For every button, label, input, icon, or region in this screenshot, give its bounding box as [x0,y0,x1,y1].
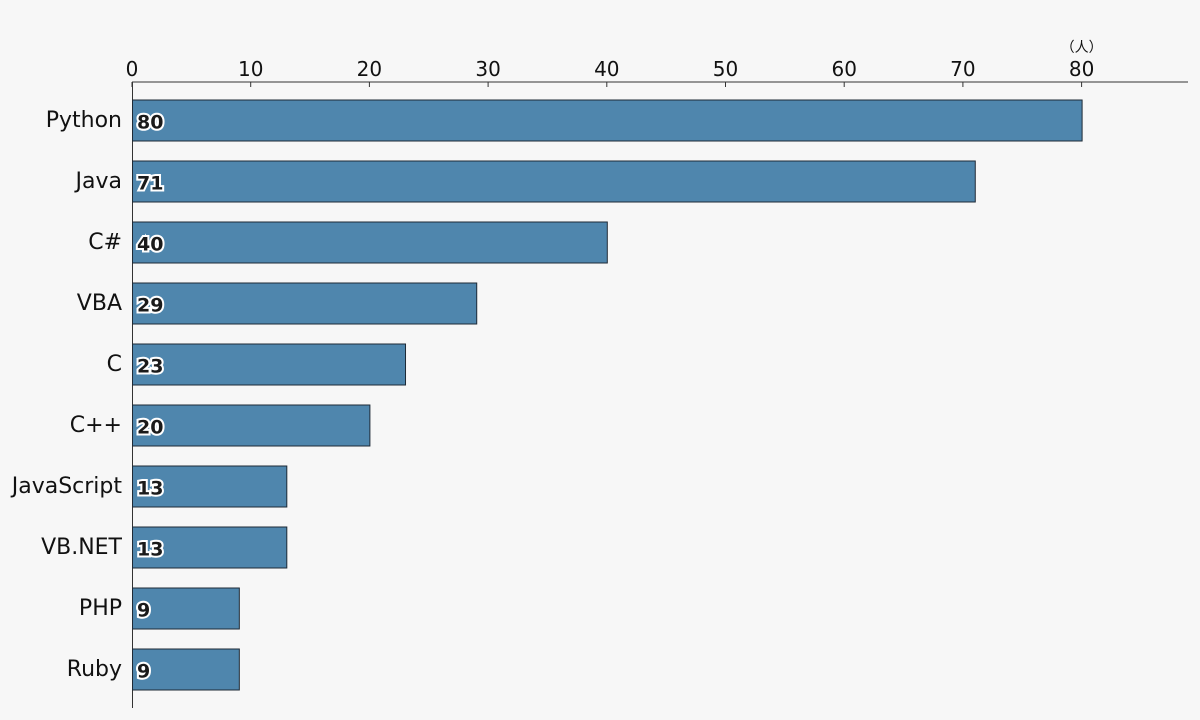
bar [132,404,371,447]
category-label: Ruby [67,657,122,682]
bar-value-label: 71 [137,173,163,195]
bar-value-label: 20 [137,417,163,439]
bar-value-label: 29 [137,295,163,317]
x-tick-label: 10 [238,57,263,81]
category-label: C++ [70,413,122,438]
bar [132,587,240,630]
bar-value-label: 9 [137,661,150,683]
category-label: VBA [77,291,122,316]
x-tick-label: 20 [357,57,382,81]
bar-value-label: 23 [137,356,163,378]
bar [132,99,1083,142]
bar-value-label: 13 [137,539,163,561]
category-label: VB.NET [41,535,122,560]
x-tick-label: 50 [713,57,738,81]
category-label: C [107,352,122,377]
bar-value-label: 13 [137,478,163,500]
x-axis-unit-label: （人） [1061,40,1103,56]
category-label: Python [46,108,122,133]
category-label: C# [88,230,122,255]
category-label: Java [74,169,122,194]
x-tick-label: 80 [1069,57,1094,81]
bar [132,221,608,264]
x-tick-label: 0 [126,57,139,81]
bar-value-label: 9 [137,600,150,622]
x-tick-label: 70 [950,57,975,81]
bar [132,160,976,203]
x-tick-label: 60 [831,57,856,81]
x-tick-label: 30 [475,57,500,81]
bar-value-label: 40 [137,234,163,256]
bar [132,465,288,508]
category-label: PHP [79,596,122,621]
bar-value-label: 80 [137,112,163,134]
bar [132,648,240,691]
bar [132,343,407,386]
bar [132,526,288,569]
bar [132,282,478,325]
x-tick-label: 40 [594,57,619,81]
category-label: JavaScript [10,474,123,499]
